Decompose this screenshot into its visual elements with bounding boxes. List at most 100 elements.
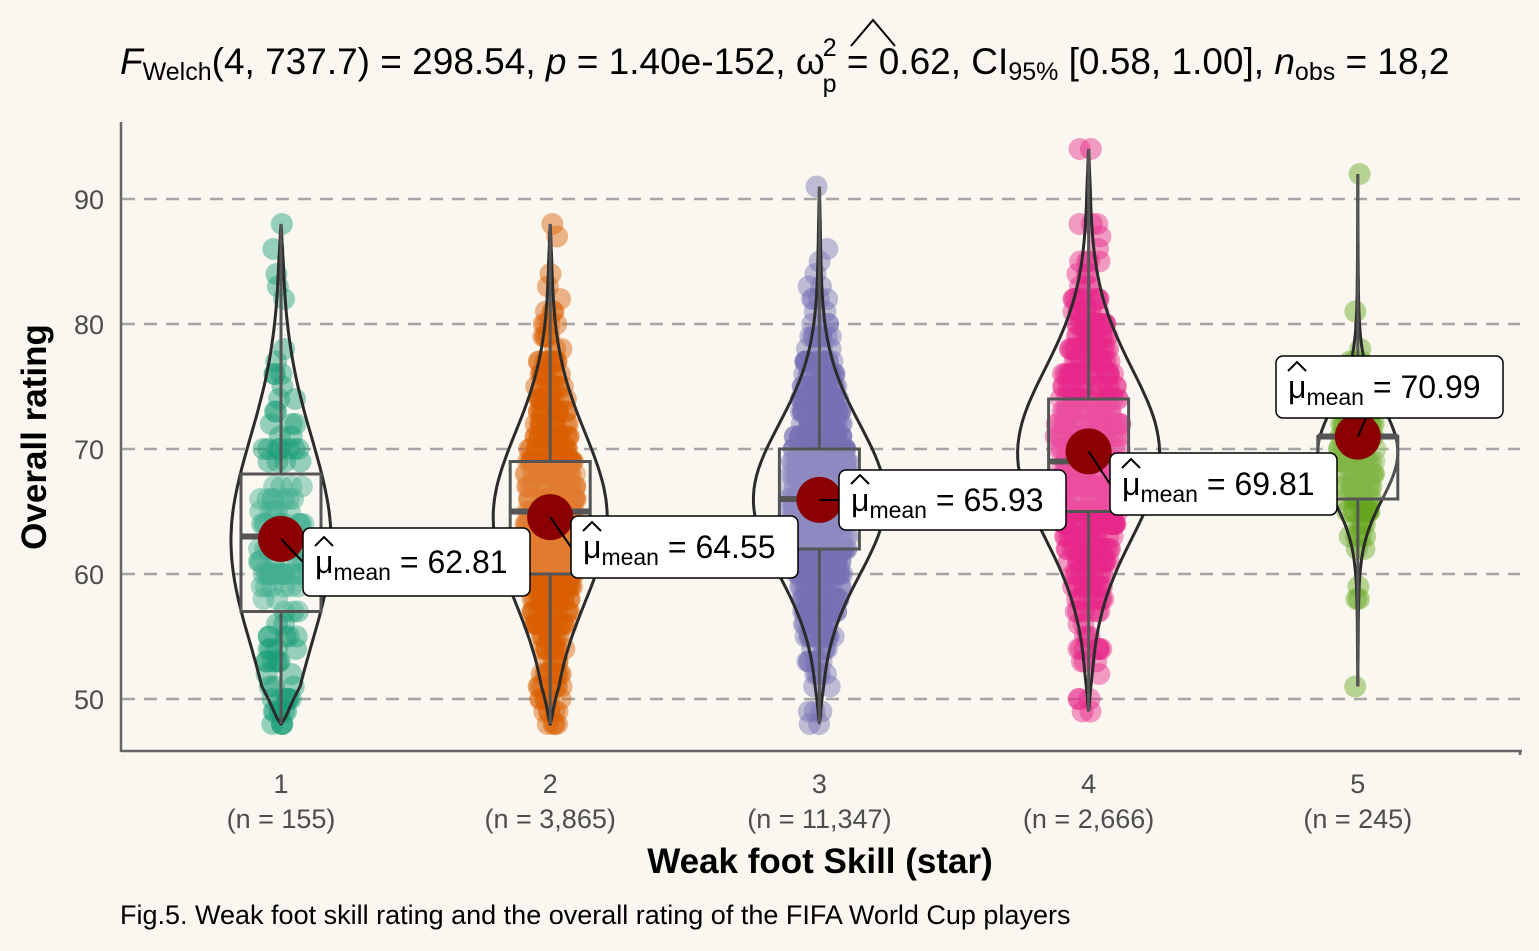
data-point (817, 550, 840, 573)
data-point (810, 525, 833, 548)
data-point (284, 413, 307, 435)
data-point (531, 413, 554, 435)
data-point (1088, 563, 1111, 585)
data-point (798, 413, 821, 435)
data-point (564, 488, 587, 510)
data-point (555, 438, 578, 460)
data-point (798, 600, 820, 623)
data-point (536, 425, 559, 448)
data-point (257, 625, 280, 648)
data-point (555, 600, 578, 623)
data-point (823, 588, 846, 610)
data-point (818, 375, 841, 398)
data-point (819, 388, 842, 410)
data-point (1354, 500, 1377, 523)
data-point (1070, 563, 1093, 585)
data-point (1085, 400, 1108, 423)
data-point (828, 550, 851, 573)
data-point (825, 600, 848, 623)
omega-hat-icon (850, 18, 896, 47)
data-point (799, 400, 821, 423)
data-point (549, 613, 572, 635)
data-point (257, 638, 280, 660)
data-point (1079, 400, 1102, 423)
data-point (791, 588, 814, 610)
data-point (543, 538, 566, 560)
data-point (1079, 488, 1102, 510)
data-point (551, 388, 574, 410)
data-point (823, 425, 846, 448)
data-point (822, 425, 844, 448)
data-point (1088, 350, 1111, 373)
data-point (256, 488, 279, 510)
data-point (1046, 413, 1069, 435)
data-point (1075, 525, 1098, 548)
data-point (792, 375, 815, 398)
data-point (1067, 325, 1090, 348)
data-point (789, 425, 811, 448)
data-point (557, 463, 580, 485)
data-point (1074, 475, 1097, 498)
x-tick-n-label: (n = 3,865) (485, 804, 616, 834)
data-point (544, 538, 567, 560)
data-point (559, 463, 582, 485)
data-point (810, 413, 833, 435)
data-point (1332, 475, 1355, 498)
data-point (789, 425, 812, 448)
mean-label-box (1275, 355, 1504, 419)
data-point (1067, 363, 1090, 385)
mean-label-2: μmean = 64.55 (549, 515, 799, 579)
data-point (825, 450, 848, 473)
data-point (1060, 525, 1083, 548)
data-point (1109, 413, 1132, 435)
data-point (810, 450, 833, 473)
data-point (564, 475, 587, 498)
data-point (250, 575, 273, 598)
data-point (792, 400, 814, 423)
data-point (541, 375, 564, 398)
data-point (548, 550, 570, 573)
data-point (527, 550, 550, 573)
data-point (831, 450, 854, 473)
data-point (792, 588, 815, 610)
data-point (820, 425, 843, 448)
data-point (800, 425, 823, 448)
title-ci-value: [0.58, 1.00], (1058, 41, 1274, 82)
data-point (823, 388, 845, 410)
data-point (821, 450, 844, 473)
data-point (1052, 400, 1075, 423)
data-point (285, 638, 308, 660)
data-point (811, 563, 834, 585)
data-point (797, 563, 820, 585)
data-point (1069, 375, 1092, 398)
data-point (1063, 538, 1086, 560)
data-point (536, 713, 559, 735)
data-point (257, 450, 280, 473)
data-point (257, 625, 280, 648)
data-point (1074, 538, 1097, 560)
data-point (289, 450, 312, 473)
data-point (531, 588, 554, 610)
data-point (799, 525, 821, 548)
data-point (797, 388, 820, 410)
data-point (802, 525, 825, 548)
data-point (282, 488, 304, 510)
data-point (536, 638, 559, 660)
data-point (518, 475, 540, 498)
data-point (521, 475, 544, 498)
data-point (1345, 463, 1368, 485)
data-point (1079, 138, 1102, 160)
data-point (1065, 563, 1088, 585)
data-point (273, 613, 296, 635)
data-point (793, 388, 816, 410)
data-point (268, 388, 291, 410)
data-point (530, 400, 553, 423)
data-point (1356, 463, 1379, 485)
data-point (779, 475, 802, 498)
data-point (561, 575, 583, 598)
data-point (1079, 538, 1102, 560)
data-point (1107, 413, 1129, 435)
mu-hat-icon (314, 535, 334, 547)
data-point (825, 450, 848, 473)
data-point (1076, 550, 1098, 573)
